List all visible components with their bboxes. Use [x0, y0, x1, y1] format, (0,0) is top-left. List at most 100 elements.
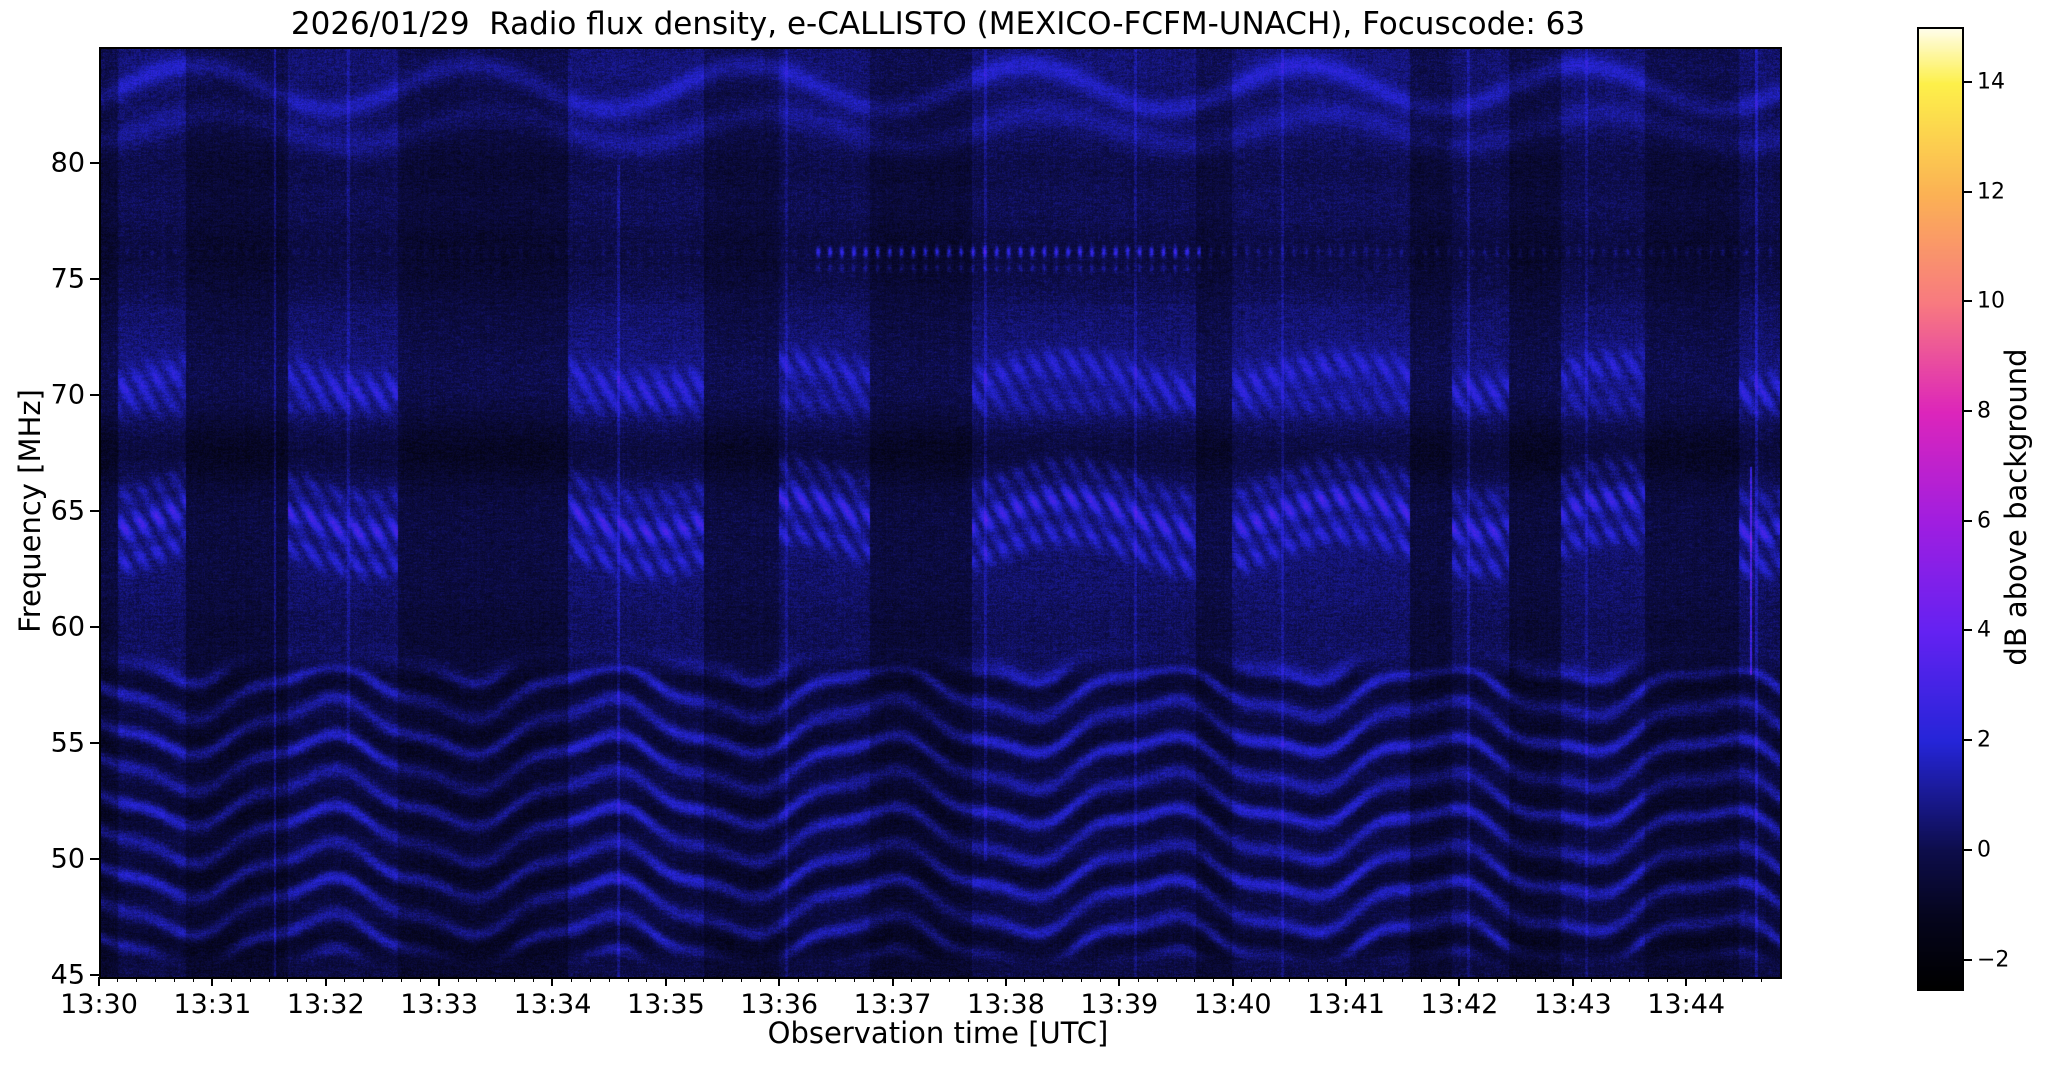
x-major-tick [1231, 977, 1234, 986]
y-tick-label: 65 [50, 495, 85, 527]
colorbar-tick-label: −2 [1977, 947, 2010, 973]
x-minor-tick [967, 977, 969, 982]
x-major-tick [891, 977, 894, 986]
y-tick-label: 80 [50, 147, 85, 179]
x-minor-tick [797, 977, 799, 982]
y-major-tick [90, 742, 99, 744]
colorbar-tick [1964, 410, 1972, 412]
x-minor-tick [155, 977, 157, 982]
x-major-tick [98, 977, 100, 986]
colorbar-tick-label: 2 [1977, 727, 1991, 753]
x-minor-tick [1647, 977, 1649, 982]
x-minor-tick [533, 977, 535, 982]
x-minor-tick [419, 977, 421, 982]
x-minor-tick [400, 977, 402, 982]
y-major-tick [90, 162, 99, 164]
colorbar-tick [1964, 519, 1972, 522]
x-minor-tick [1704, 977, 1706, 982]
x-minor-tick [457, 977, 459, 982]
x-minor-tick [495, 977, 497, 982]
colorbar-tick [1964, 300, 1972, 303]
x-minor-tick [287, 977, 289, 982]
x-minor-tick [1742, 977, 1744, 982]
x-minor-tick [1383, 977, 1385, 982]
x-minor-tick [1402, 977, 1404, 982]
x-major-tick [664, 977, 667, 986]
x-major-tick [438, 977, 441, 986]
x-tick-label: 13:34 [513, 989, 592, 1020]
x-minor-tick [1591, 977, 1593, 982]
x-minor-tick [1553, 977, 1555, 982]
y-major-tick [90, 394, 99, 396]
x-minor-tick [608, 977, 610, 982]
colorbar-tick [1964, 739, 1972, 742]
x-minor-tick [740, 977, 742, 982]
x-minor-tick [1628, 977, 1630, 982]
x-tick-label: 13:42 [1420, 989, 1499, 1020]
x-minor-tick [192, 977, 194, 982]
colorbar-tick-label: 10 [1977, 288, 2005, 314]
colorbar-tick [1964, 629, 1972, 632]
x-major-tick [1118, 977, 1121, 986]
x-tick-label: 13:39 [1080, 989, 1159, 1020]
plot-area [99, 47, 1782, 979]
x-minor-tick [268, 977, 270, 982]
x-minor-tick [854, 977, 856, 982]
x-minor-tick [835, 977, 837, 982]
x-major-tick [551, 977, 554, 986]
x-minor-tick [249, 977, 251, 982]
x-minor-tick [759, 977, 761, 982]
x-tick-label: 13:31 [173, 989, 252, 1020]
x-minor-tick [986, 977, 988, 982]
x-minor-tick [514, 977, 516, 982]
x-minor-tick [1269, 977, 1271, 982]
x-minor-tick [1515, 977, 1517, 982]
x-minor-tick [1326, 977, 1328, 982]
x-minor-tick [306, 977, 308, 982]
x-tick-label: 13:38 [967, 989, 1045, 1020]
y-major-tick [90, 626, 99, 628]
y-major-tick [90, 510, 99, 512]
x-minor-tick [1024, 977, 1026, 982]
x-minor-tick [948, 977, 950, 982]
x-minor-tick [1099, 977, 1101, 982]
y-major-tick [90, 858, 99, 860]
x-minor-tick [1288, 977, 1290, 982]
x-minor-tick [570, 977, 572, 982]
x-minor-tick [684, 977, 686, 982]
colorbar-tick-label: 6 [1977, 508, 1991, 534]
x-minor-tick [1194, 977, 1196, 982]
x-minor-tick [627, 977, 629, 982]
x-minor-tick [1440, 977, 1442, 982]
x-major-tick [1685, 977, 1688, 986]
x-tick-label: 13:32 [286, 989, 365, 1020]
y-tick-label: 45 [50, 959, 85, 991]
colorbar [1917, 27, 1964, 991]
x-minor-tick [1666, 977, 1668, 982]
x-minor-tick [363, 977, 365, 982]
colorbar-tick [1964, 80, 1972, 83]
x-minor-tick [703, 977, 705, 982]
x-minor-tick [1477, 977, 1479, 982]
x-minor-tick [1251, 977, 1253, 982]
x-minor-tick [117, 977, 119, 982]
x-tick-label: 13:36 [740, 989, 819, 1020]
x-minor-tick [476, 977, 478, 982]
colorbar-tick [1964, 848, 1972, 851]
y-tick-label: 75 [50, 263, 85, 295]
x-minor-tick [1175, 977, 1177, 982]
x-minor-tick [1761, 977, 1763, 982]
x-tick-label: 13:43 [1533, 989, 1612, 1020]
x-major-tick [211, 977, 214, 986]
x-tick-label: 13:33 [400, 989, 478, 1020]
x-minor-tick [722, 977, 724, 982]
chart-title: 2026/01/29 Radio flux density, e-CALLIST… [290, 6, 1586, 42]
x-minor-tick [1081, 977, 1083, 982]
x-major-tick [778, 977, 781, 986]
x-tick-label: 13:37 [853, 989, 932, 1020]
x-major-tick [1345, 977, 1348, 986]
x-minor-tick [1043, 977, 1045, 982]
x-minor-tick [1156, 977, 1158, 982]
x-tick-label: 13:40 [1193, 989, 1272, 1020]
